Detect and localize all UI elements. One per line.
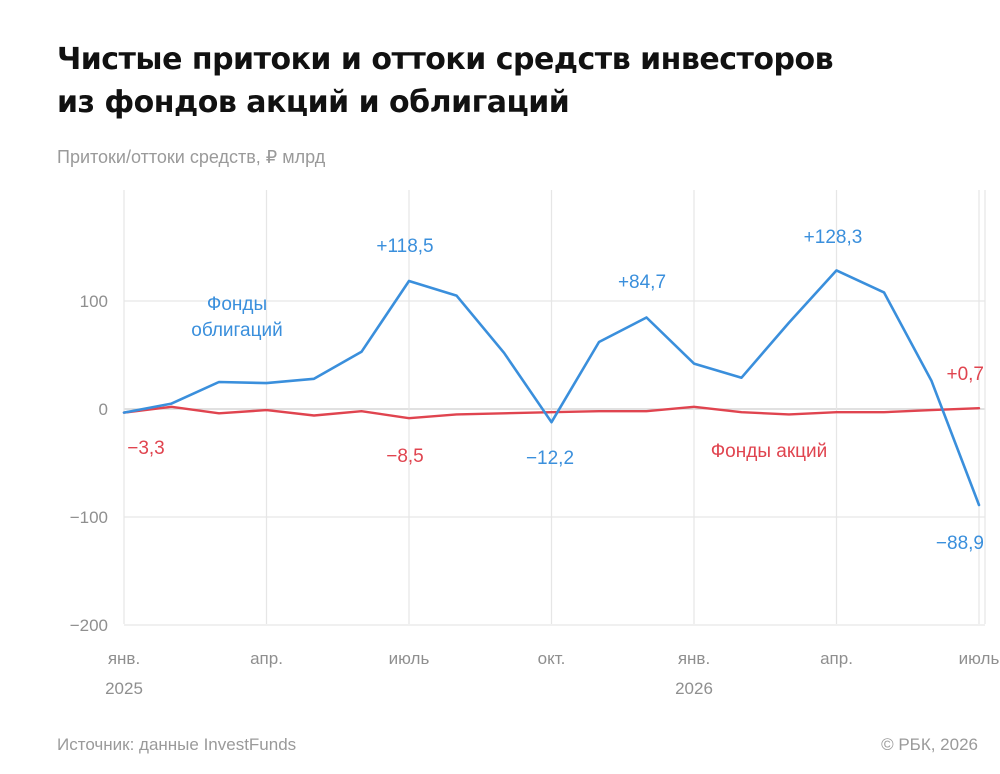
chart-title-line-1: Чистые притоки и оттоки средств инвестор… [57,42,834,77]
legend-stocks: Фонды акций [711,441,828,462]
bonds-series-line [122,269,981,507]
data-label: +118,5 [376,236,433,257]
x-tick-year-label: 2026 [675,679,713,698]
x-tick-label: апр. [820,649,853,668]
y-tick-label: −100 [70,508,108,527]
data-label: +128,3 [804,227,863,248]
stocks-series-line [122,405,981,420]
data-label: +0,7 [946,364,984,385]
copyright-note: © РБК, 2026 [881,735,978,754]
chart-title-line-2: из фондов акций и облигаций [57,85,570,120]
data-label: −12,2 [526,448,574,469]
y-tick-label: 0 [99,400,108,419]
x-tick-label: апр. [250,649,283,668]
legend-bonds: Фонды [207,294,267,315]
data-label: −88,9 [936,533,984,554]
x-tick-year-label: 2025 [105,679,143,698]
data-label: −3,3 [127,438,165,459]
legend-bonds: облигаций [191,320,282,341]
chart-subtitle: Притоки/оттоки средств, ₽ млрд [57,147,326,167]
x-tick-label: июль [959,649,1000,668]
y-tick-label: 100 [80,292,108,311]
y-tick-label: −200 [70,616,108,635]
x-tick-label: окт. [538,649,566,668]
x-tick-label: янв. [108,649,140,668]
data-label: +84,7 [618,272,666,293]
data-label: −8,5 [386,446,424,467]
x-tick-label: янв. [678,649,710,668]
source-note: Источник: данные InvestFunds [57,735,297,754]
x-tick-label: июль [389,649,430,668]
chart-title: Чистые притоки и оттоки средств инвестор… [57,38,977,124]
